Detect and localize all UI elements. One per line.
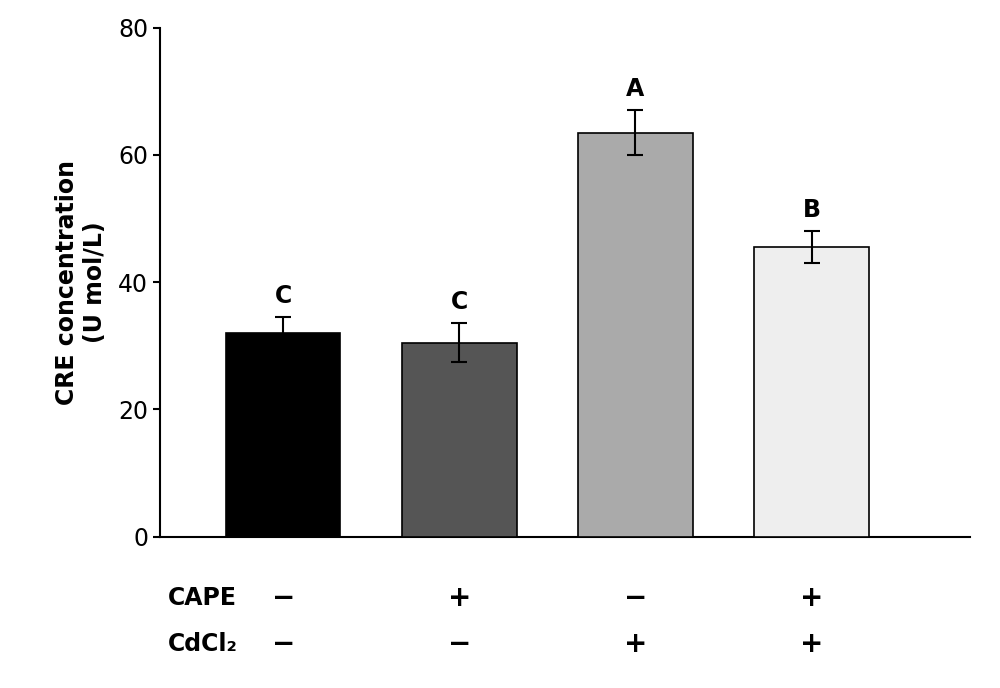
Text: +: +: [624, 630, 647, 658]
Text: C: C: [451, 290, 468, 314]
Text: CdCl₂: CdCl₂: [168, 632, 238, 656]
Bar: [754, 247, 869, 537]
Text: −: −: [448, 630, 471, 658]
Y-axis label: CRE concentration
(U mol/L): CRE concentration (U mol/L): [55, 160, 107, 405]
Bar: [578, 133, 693, 537]
Text: CAPE: CAPE: [168, 585, 237, 610]
Bar: [402, 343, 517, 537]
Text: B: B: [803, 197, 821, 222]
Text: −: −: [272, 583, 295, 612]
Text: C: C: [275, 283, 292, 308]
Text: +: +: [800, 583, 823, 612]
Text: −: −: [624, 583, 647, 612]
Text: −: −: [272, 630, 295, 658]
Text: +: +: [448, 583, 471, 612]
Bar: [226, 333, 340, 537]
Text: A: A: [626, 76, 645, 100]
Text: +: +: [800, 630, 823, 658]
